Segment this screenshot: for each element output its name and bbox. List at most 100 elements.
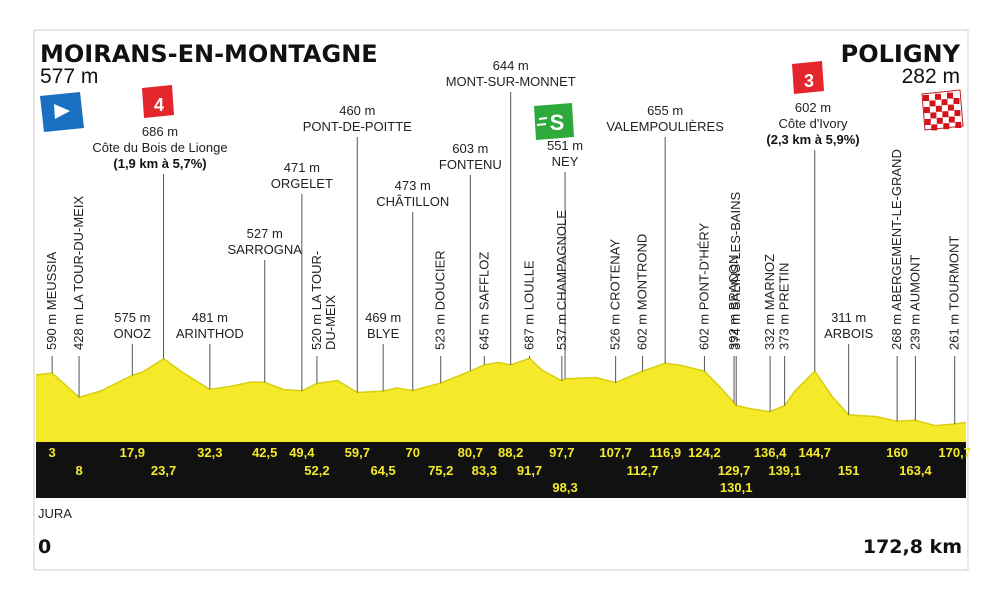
distance-label: 129,7 (718, 463, 751, 478)
waypoint-name: 332 m MARNOZ (762, 254, 777, 350)
point-connectors (51, 92, 956, 424)
profile-area (36, 358, 966, 442)
climb-badge-shape (142, 85, 174, 118)
start-altitude: 577 m (40, 65, 98, 88)
distance-label: 17,9 (120, 445, 145, 460)
waypoint-altitude: 460 m (339, 103, 375, 118)
finish-town-name: POLIGNY (841, 40, 961, 68)
distance-label: 80,7 (458, 445, 483, 460)
sprint-symbol: S (550, 110, 565, 135)
distance-label: 124,2 (688, 445, 721, 460)
waypoint-altitude: 527 m (247, 226, 283, 241)
waypoint-vertical-label: 428 m LA TOUR-DU-MEIX (71, 196, 86, 350)
sprint-speed-line (538, 117, 548, 120)
climb-category-badge-icon: 4 (142, 85, 174, 118)
distance-label: 151 (838, 463, 860, 478)
waypoint-vertical-label: 526 m CROTENAY (608, 239, 623, 350)
distance-label: 116,9 (649, 445, 681, 460)
finish-flag-check (931, 124, 938, 131)
finish-flag-check (941, 99, 948, 106)
waypoint-name: 602 m MONTROND (635, 234, 650, 350)
waypoint-vertical-label: 590 m MEUSSIA (44, 251, 59, 350)
waypoint-altitude: 469 m (365, 310, 401, 325)
waypoint-name: ORGELET (271, 176, 333, 191)
climb-and-sprint-badges: 4 3 S (142, 61, 824, 140)
distance-label: 163,4 (899, 463, 932, 478)
distance-label: 23,7 (151, 463, 176, 478)
waypoint-name: 590 m MEUSSIA (44, 251, 59, 350)
waypoint-altitude: 603 m (452, 141, 488, 156)
waypoint-vertical-label: 523 m DOUCIER (433, 250, 448, 350)
waypoint-vertical-label: 239 m AUMONT (907, 255, 922, 350)
waypoint-altitude: 471 m (284, 160, 320, 175)
region-label: JURA (38, 506, 72, 521)
sprint-badge-shape (534, 103, 574, 140)
climb-name: Côte du Bois de Lionge (92, 140, 227, 155)
waypoint-name: 602 m PONT-D'HÉRY (696, 222, 711, 350)
distance-label: 136,4 (754, 445, 787, 460)
waypoint-vertical-label: 520 m LA TOUR- DU-MEIX (309, 251, 338, 350)
finish-flag-check (955, 122, 962, 128)
climb-detail: (1,9 km à 5,7%) (113, 156, 206, 171)
waypoint-name: ARBOIS (824, 326, 873, 341)
distance-label: 91,7 (517, 463, 542, 478)
waypoint-vertical-label: 261 m TOURMONT (947, 236, 962, 350)
waypoint-vertical-label: 332 m MARNOZ (762, 254, 777, 350)
waypoint-altitude: 551 m (547, 138, 583, 153)
finish-flag-check (923, 107, 930, 113)
finish-flag-check (948, 116, 955, 123)
climb-altitude: 602 m (795, 100, 831, 115)
distance-label: 64,5 (370, 463, 395, 478)
waypoint-altitude: 473 m (395, 178, 431, 193)
waypoint-altitude: 644 m (493, 58, 529, 73)
waypoint-altitude: 481 m (192, 310, 228, 325)
start-town-name: MOIRANS-EN-MONTAGNE (40, 40, 378, 68)
finish-flag-check (924, 119, 931, 125)
climb-category-label: 4 (154, 95, 164, 115)
distance-label: 170,7 (938, 445, 971, 460)
distance-label: 70 (406, 445, 420, 460)
distance-label: 112,7 (627, 463, 659, 478)
waypoint-vertical-label: 392 m BRACON (726, 255, 741, 350)
distance-band (36, 442, 966, 498)
finish-flag-check (923, 95, 929, 101)
distance-label: 83,3 (472, 463, 497, 478)
waypoint-vertical-label: 537 m CHAMPAGNOLE (554, 210, 569, 350)
waypoint-name: PONT-DE-POITTE (303, 119, 412, 134)
waypoint-name: BLYE (367, 326, 400, 341)
distance-label: 32,3 (197, 445, 222, 460)
waypoint-name: 374 m SALINS-LES-BAINS (728, 191, 743, 350)
climb-badge-shape (792, 61, 824, 94)
waypoint-name: SARROGNA (228, 242, 303, 257)
waypoint-name: 373 m PRETIN (777, 263, 792, 350)
climb-category-badge-icon: 3 (792, 61, 824, 94)
start-km-label: 0 (38, 536, 51, 558)
waypoint-vertical-label: 268 m ABERGEMENT-LE-GRAND (889, 149, 904, 350)
waypoint-name: MONT-SUR-MONNET (446, 74, 576, 89)
waypoint-labels: 590 m MEUSSIA 428 m LA TOUR-DU-MEIX 575 m O… (44, 58, 962, 350)
distance-label: 160 (886, 445, 908, 460)
waypoint-name: 392 m BRACON (726, 255, 741, 350)
waypoint-name: FONTENU (439, 157, 502, 172)
waypoint-name: 645 m SAFFLOZ (476, 252, 491, 350)
waypoint-vertical-label: 687 m LOULLE (522, 260, 537, 350)
waypoint-altitude: 655 m (647, 103, 683, 118)
distance-label: 144,7 (798, 445, 831, 460)
waypoint-altitude: 575 m (114, 310, 150, 325)
sprint-s-icon: S (534, 103, 574, 140)
distance-label: 130,1 (720, 480, 753, 495)
finish-flag-check (942, 111, 949, 118)
distance-label: 97,7 (549, 445, 574, 460)
finish-flag-check (935, 93, 941, 100)
waypoint-name: 523 m DOUCIER (433, 250, 448, 350)
finish-flag-check (954, 110, 961, 116)
distance-label: 59,7 (345, 445, 370, 460)
distance-label: 3 (49, 445, 56, 460)
waypoint-name: 687 m LOULLE (522, 260, 537, 350)
finish-flag-check (943, 123, 950, 130)
distance-label: 42,5 (252, 445, 277, 460)
waypoint-vertical-label: 373 m PRETIN (777, 263, 792, 350)
waypoint-name-line2: DU-MEIX (323, 295, 338, 350)
distance-label: 88,2 (498, 445, 523, 460)
